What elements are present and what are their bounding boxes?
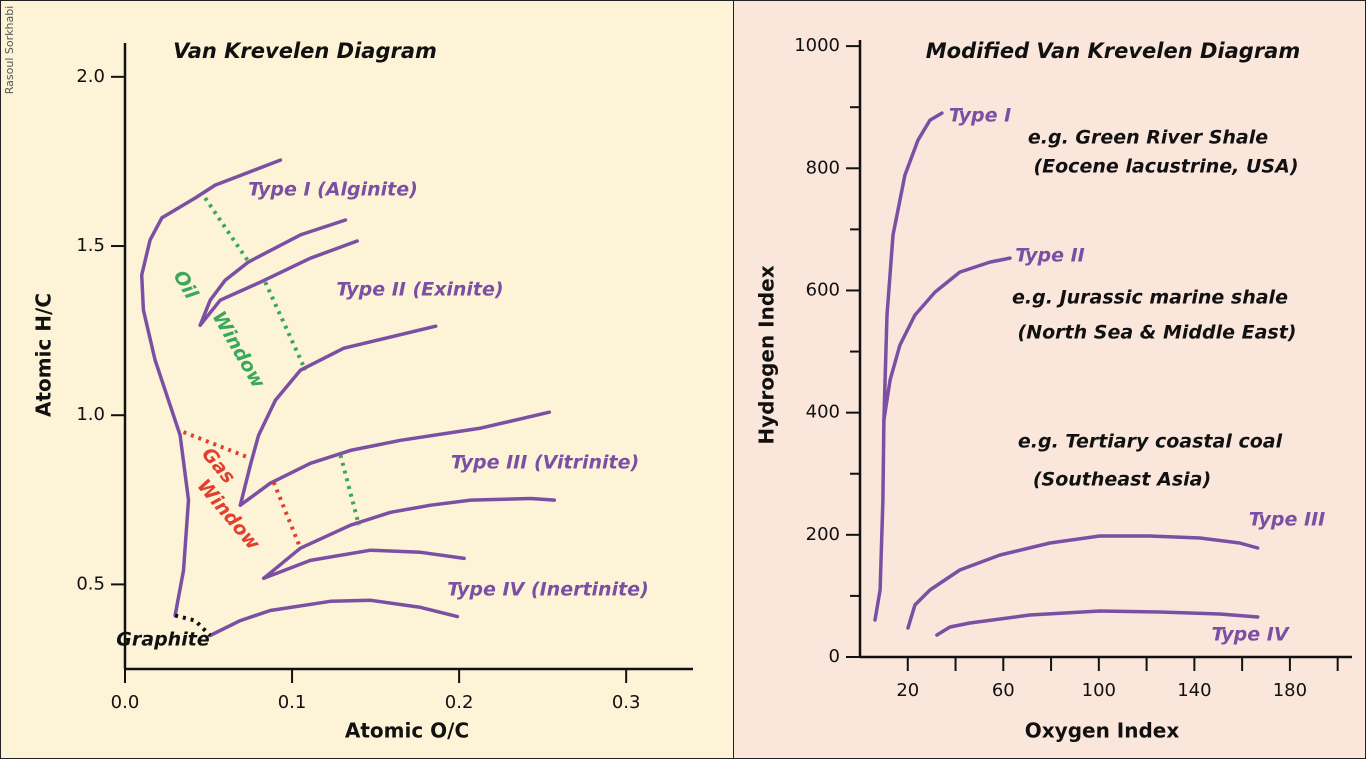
- x-tick-label: 60: [992, 680, 1015, 701]
- x-tick-label: 0.1: [278, 692, 307, 713]
- x-tick-label: 100: [1082, 680, 1116, 701]
- annotation: e.g. Jurassic marine shale: [1012, 287, 1288, 309]
- x-tick-label: 20: [896, 680, 919, 701]
- annotation: Graphite: [116, 629, 210, 651]
- chart-title: Modified Van Krevelen Diagram: [926, 39, 1300, 63]
- annotation: (North Sea & Middle East): [1018, 322, 1297, 344]
- y-tick-label: 400: [806, 402, 840, 423]
- curve: [935, 609, 1260, 637]
- annotation: e.g. Tertiary coastal coal: [1018, 431, 1283, 453]
- annotation: Type II (Exinite): [336, 279, 503, 301]
- annotation: Type I (Alginite): [248, 179, 418, 201]
- curve: [139, 158, 283, 618]
- curve: [198, 239, 359, 327]
- y-axis-label: Atomic H/C: [32, 293, 56, 417]
- x-tick-label: 0.0: [111, 692, 140, 713]
- y-tick-label: 1.5: [76, 235, 105, 256]
- y-tick-label: 1000: [794, 35, 840, 56]
- dotted-line: [174, 613, 212, 637]
- credit: Rasoul Sorkhabi: [3, 6, 16, 94]
- x-tick-label: 180: [1273, 680, 1307, 701]
- y-tick-label: 800: [806, 157, 840, 178]
- y-tick-label: 2.0: [76, 66, 105, 87]
- y-tick-label: 600: [806, 279, 840, 300]
- y-tick-label: 0: [829, 646, 840, 667]
- right-panel: [733, 0, 1366, 759]
- annotation: e.g. Green River Shale: [1028, 127, 1268, 149]
- x-tick-label: 0.3: [612, 692, 641, 713]
- curve: [873, 111, 944, 622]
- curve: [238, 410, 552, 507]
- annotation: Type IV (Inertinite): [447, 579, 649, 601]
- y-axis-label: Hydrogen Index: [755, 265, 779, 444]
- y-tick-label: 200: [806, 524, 840, 545]
- annotation: Type IV: [1211, 624, 1289, 646]
- curve: [261, 548, 466, 581]
- annotation: Type I: [949, 105, 1011, 127]
- annotation: (Eocene lacustrine, USA): [1033, 156, 1298, 178]
- annotation: (Southeast Asia): [1033, 469, 1211, 491]
- x-axis-label: Atomic O/C: [345, 719, 469, 743]
- curve: [906, 534, 1260, 630]
- x-tick-label: 0.2: [445, 692, 474, 713]
- y-tick-label: 0.5: [76, 573, 105, 594]
- curve: [882, 256, 1012, 422]
- left-panel: [0, 0, 734, 759]
- curve: [208, 598, 460, 638]
- dotted-line: [263, 281, 308, 372]
- annotation: Type III: [1249, 509, 1326, 531]
- x-tick-label: 140: [1177, 680, 1211, 701]
- curve: [198, 218, 348, 327]
- y-tick-label: 1.0: [76, 404, 105, 425]
- annotation: Type II: [1015, 245, 1084, 267]
- chart-title: Van Krevelen Diagram: [173, 39, 437, 63]
- curve: [238, 324, 438, 507]
- annotation: Type III (Vitrinite): [451, 452, 639, 474]
- curve: [261, 496, 557, 581]
- dotted-line: [203, 196, 251, 264]
- x-axis-label: Oxygen Index: [1025, 719, 1180, 743]
